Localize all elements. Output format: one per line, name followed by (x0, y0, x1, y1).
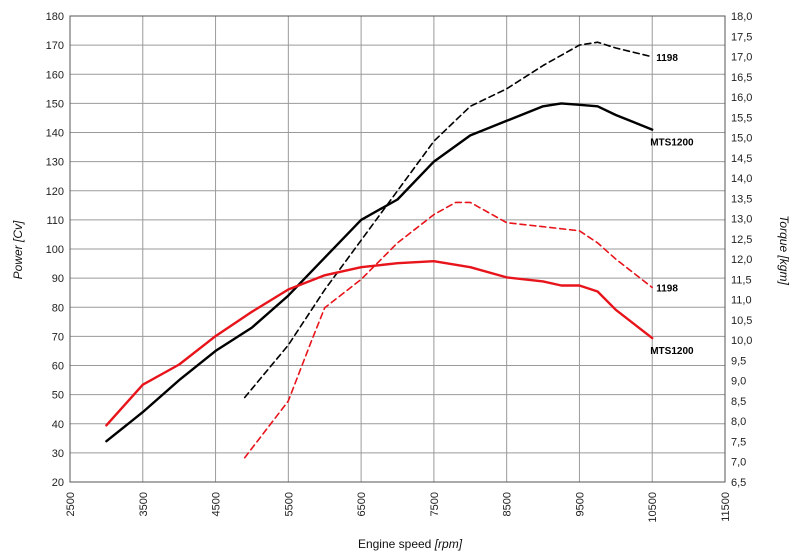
series-annotation-label: MTS1200 (650, 346, 694, 357)
y-right-tick-label: 17,0 (731, 52, 752, 64)
series-annotation-label: 1198 (656, 283, 678, 294)
y-right-axis-ticks: 6,5 7,0 7,5 8,0 8,5 9,0 9,5 10,0 10,5 11,0 11,5 12,… (731, 11, 752, 489)
y-left-tick-label: 40 (52, 419, 64, 431)
plot-frame (69, 15, 726, 483)
x-tick-label: 10500 (647, 492, 659, 523)
x-tick-label: 9500 (574, 492, 586, 516)
x-tick-label: 3500 (138, 492, 150, 516)
y-left-tick-label: 120 (46, 186, 64, 198)
x-axis-title-main: Engine speed (358, 537, 431, 551)
y-right-tick-label: 9,0 (731, 376, 746, 388)
y-right-tick-label: 13,5 (731, 193, 752, 205)
x-tick-label: 7500 (429, 492, 441, 516)
y-left-tick-label: 60 (52, 361, 64, 373)
y-right-tick-label: 11,0 (731, 295, 752, 307)
y-right-tick-label: 12,0 (731, 254, 752, 266)
y-right-tick-label: 12,5 (731, 234, 752, 246)
y-right-tick-label: 18,0 (731, 11, 752, 23)
y-left-tick-label: 90 (52, 273, 64, 285)
series-annotation-label: MTS1200 (650, 138, 694, 149)
y-left-tick-label: 140 (46, 128, 64, 140)
series-line-mts1200-power (105, 102, 654, 443)
series-layer (105, 41, 654, 459)
y-right-tick-label: 8,0 (731, 416, 746, 428)
y-right-tick-label: 15,5 (731, 112, 752, 124)
y-left-tick-label: 20 (52, 477, 64, 489)
y-right-axis-title-main: Torque (777, 215, 791, 252)
y-right-tick-label: 10,5 (731, 315, 752, 327)
y-left-axis-title: Power [Cv] (11, 220, 25, 279)
y-right-tick-label: 16,5 (731, 72, 752, 84)
chart-grid (69, 15, 726, 483)
y-left-axis-ticks: 20 30 40 50 60 70 80 90 100 110 120 130 140 150 160 170… (46, 11, 64, 489)
y-left-tick-label: 70 (52, 331, 64, 343)
y-right-tick-label: 16,0 (731, 92, 752, 104)
y-left-tick-label: 30 (52, 448, 64, 460)
y-right-tick-label: 13,0 (731, 214, 752, 226)
y-left-axis-title-main: Power (11, 244, 25, 279)
x-tick-label: 11500 (720, 492, 732, 522)
y-left-tick-label: 80 (52, 302, 64, 314)
y-left-tick-label: 150 (46, 98, 64, 110)
series-line-1198-torque (243, 201, 654, 459)
series-annotations: 1198 MTS1200 1198 MTS1200 (650, 53, 694, 357)
y-right-tick-label: 14,0 (731, 173, 752, 185)
y-left-tick-label: 100 (46, 244, 64, 256)
y-right-tick-label: 7,5 (731, 436, 746, 448)
series-line-mts1200-torque (105, 260, 654, 427)
y-right-tick-label: 17,5 (731, 31, 752, 43)
x-tick-label: 4500 (211, 492, 223, 516)
y-right-tick-label: 9,5 (731, 355, 746, 367)
x-axis-title: Engine speed [rpm] (358, 537, 463, 551)
y-right-tick-label: 6,5 (731, 477, 746, 489)
x-axis-ticks: 2500 3500 4500 5500 6500 7500 8500 9500 10500 115… (65, 492, 732, 523)
x-axis-title-unit: [rpm] (434, 537, 463, 551)
series-annotation-label: 1198 (656, 53, 678, 64)
y-left-axis-title-unit: [Cv] (11, 220, 25, 243)
y-right-tick-label: 14,5 (731, 153, 752, 165)
y-right-tick-label: 7,0 (731, 457, 746, 469)
y-left-tick-label: 160 (46, 69, 64, 81)
x-tick-label: 6500 (356, 492, 368, 516)
y-right-axis-title: Torque [kgm] (777, 215, 791, 285)
y-right-tick-label: 10,0 (731, 335, 752, 347)
x-tick-label: 8500 (502, 492, 514, 516)
y-right-tick-label: 15,0 (731, 133, 752, 145)
series-line-1198-power (243, 41, 654, 399)
y-right-axis-title-unit: [kgm] (777, 254, 791, 285)
y-left-tick-label: 110 (46, 215, 64, 227)
y-left-tick-label: 180 (46, 11, 64, 23)
y-left-tick-label: 50 (52, 390, 64, 402)
y-right-tick-label: 8,5 (731, 396, 746, 408)
y-left-tick-label: 170 (46, 40, 64, 52)
x-tick-label: 5500 (283, 492, 295, 516)
x-tick-label: 2500 (65, 492, 77, 516)
y-right-tick-label: 11,5 (731, 274, 752, 286)
y-left-tick-label: 130 (46, 157, 64, 169)
